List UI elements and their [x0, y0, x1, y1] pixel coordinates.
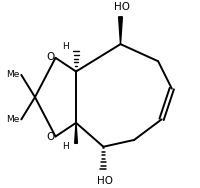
Text: Me: Me: [6, 115, 20, 124]
Text: Me: Me: [6, 70, 20, 79]
Text: HO: HO: [114, 2, 130, 12]
Text: O: O: [46, 52, 55, 62]
Text: O: O: [46, 132, 55, 142]
Polygon shape: [75, 123, 77, 143]
Text: H: H: [62, 42, 69, 51]
Text: H: H: [62, 142, 69, 151]
Text: HO: HO: [97, 176, 113, 186]
Polygon shape: [119, 17, 122, 44]
